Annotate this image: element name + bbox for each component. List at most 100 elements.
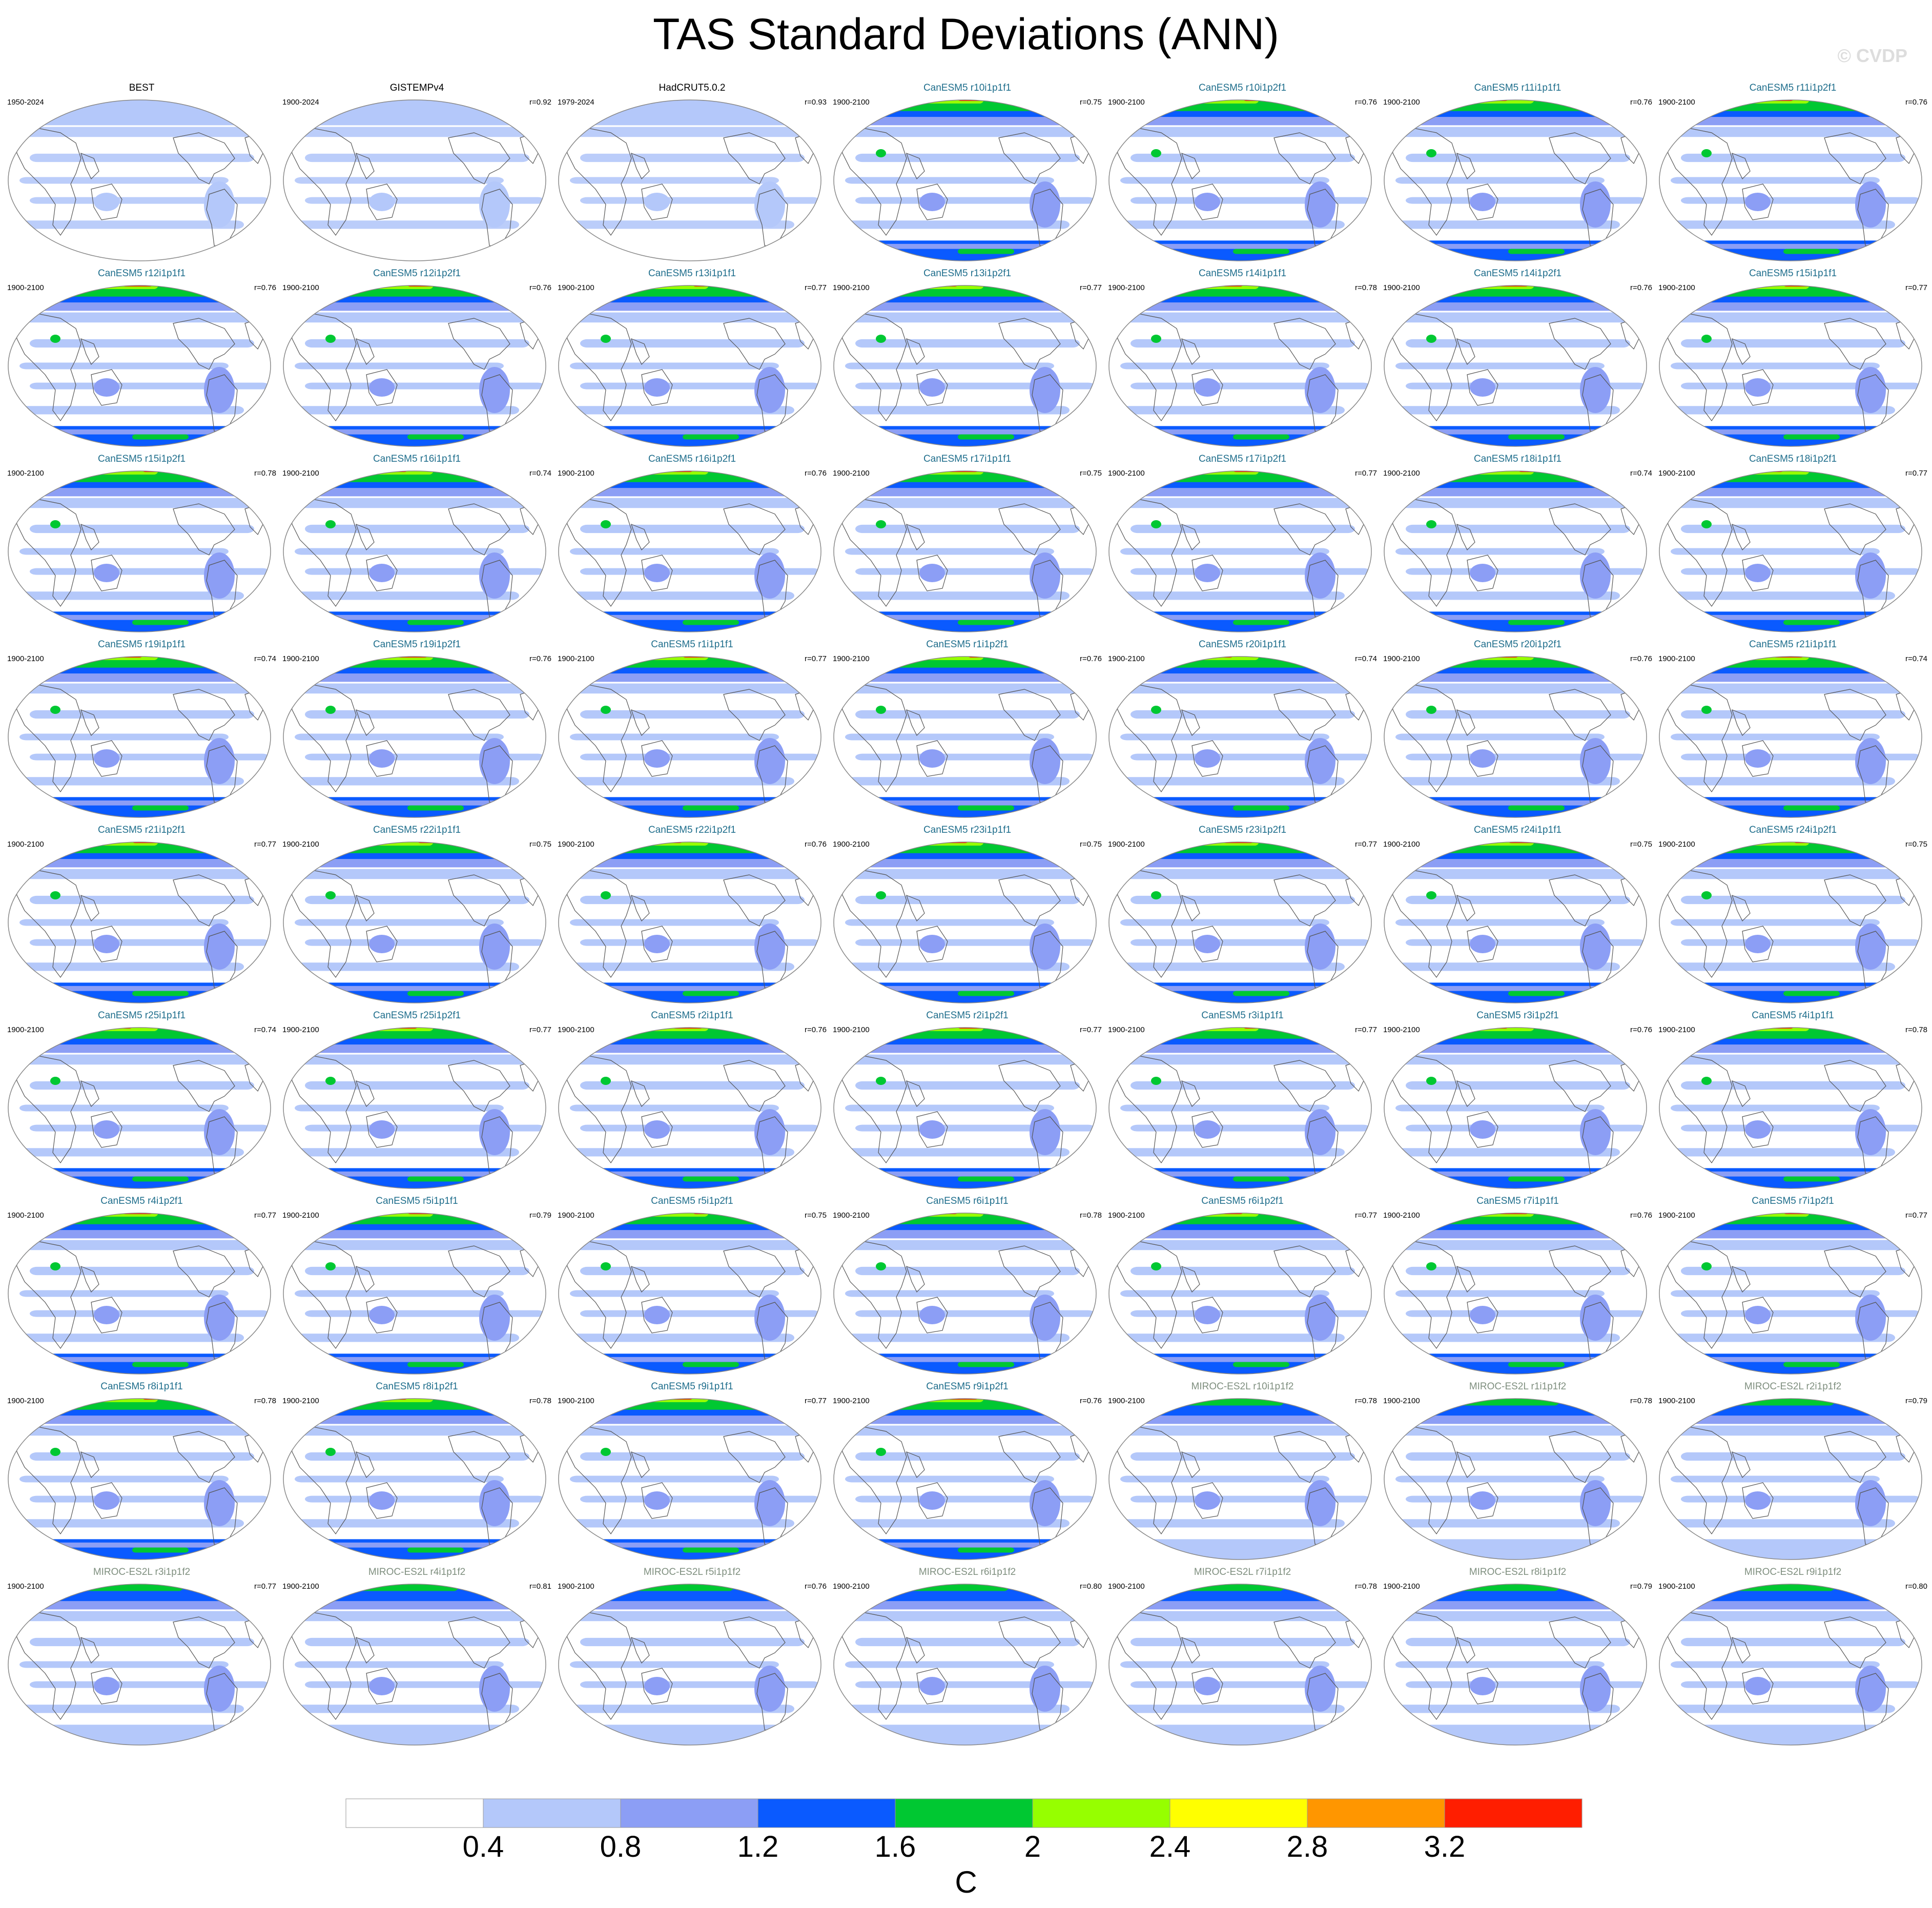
- robinson-map: [1659, 656, 1922, 818]
- map-panel: CanESM5 r22i1p2f1 1900-2100 r=0.76: [554, 822, 830, 1007]
- panel-period: 1900-2100: [558, 283, 594, 292]
- panel-title: CanESM5 r17i1p2f1: [1198, 454, 1287, 464]
- panel-pattern-correlation: r=0.77: [1355, 840, 1377, 849]
- panel-period: 1900-2100: [833, 469, 870, 478]
- robinson-map: [833, 1398, 1097, 1560]
- map-panel: CanESM5 r14i1p2f1 1900-2100 r=0.76: [1380, 265, 1655, 450]
- panel-pattern-correlation: r=0.76: [1630, 283, 1652, 292]
- panel-title: CanESM5 r10i1p2f1: [1198, 83, 1287, 93]
- panel-title: CanESM5 r16i1p1f1: [373, 454, 461, 464]
- map-panel: MIROC-ES2L r2i1p1f2 1900-2100 r=0.79: [1655, 1378, 1930, 1564]
- map-panel: CanESM5 r12i1p2f1 1900-2100 r=0.76: [279, 265, 554, 450]
- panel-period: 1900-2100: [282, 654, 319, 663]
- robinson-map: [283, 1398, 546, 1560]
- panel-period: 1900-2100: [1108, 98, 1145, 107]
- panel-title: CanESM5 r3i1p2f1: [1476, 1010, 1559, 1021]
- panel-period: 1900-2100: [833, 840, 870, 849]
- panel-title: CanESM5 r14i1p2f1: [1473, 268, 1562, 279]
- panel-pattern-correlation: r=0.78: [1630, 1397, 1652, 1405]
- map-panel: MIROC-ES2L r5i1p1f2 1900-2100 r=0.76: [554, 1564, 830, 1749]
- panel-pattern-correlation: r=0.76: [1630, 98, 1652, 107]
- panel-title: CanESM5 r22i1p1f1: [373, 825, 461, 835]
- panel-pattern-correlation: r=0.77: [1355, 1025, 1377, 1034]
- panel-title: CanESM5 r20i1p2f1: [1473, 639, 1562, 650]
- panel-period: 1900-2100: [1383, 1582, 1420, 1591]
- colorbar-tick-label: 1.6: [874, 1830, 916, 1863]
- panel-period: 1900-2100: [1658, 469, 1695, 478]
- panel-pattern-correlation: r=0.79: [1630, 1582, 1652, 1591]
- map-panel: MIROC-ES2L r1i1p1f2 1900-2100 r=0.78: [1380, 1378, 1655, 1564]
- robinson-map: [1108, 285, 1372, 447]
- robinson-map: [833, 99, 1097, 261]
- map-panel: CanESM5 r23i1p2f1 1900-2100 r=0.77: [1105, 822, 1380, 1007]
- panel-title: CanESM5 r18i1p1f1: [1473, 454, 1562, 464]
- map-panel: CanESM5 r3i1p1f1 1900-2100 r=0.77: [1105, 1007, 1380, 1193]
- robinson-map: [1384, 99, 1647, 261]
- panel-period: 1900-2100: [1383, 1397, 1420, 1405]
- map-panel: MIROC-ES2L r6i1p1f2 1900-2100 r=0.80: [830, 1564, 1105, 1749]
- panel-period: 1900-2100: [1108, 1025, 1145, 1034]
- panel-title: CanESM5 r8i1p2f1: [376, 1381, 458, 1392]
- panel-period: 1900-2100: [1108, 840, 1145, 849]
- map-panel: CanESM5 r25i1p1f1 1900-2100 r=0.74: [4, 1007, 279, 1193]
- map-panel: CanESM5 r5i1p1f1 1900-2100 r=0.79: [279, 1193, 554, 1378]
- panel-period: 1900-2100: [833, 283, 870, 292]
- panel-pattern-correlation: r=0.77: [254, 1582, 276, 1591]
- map-panel: CanESM5 r1i1p2f1 1900-2100 r=0.76: [830, 636, 1105, 822]
- panel-period: 1900-2100: [7, 1582, 44, 1591]
- robinson-map: [1108, 656, 1372, 818]
- panel-pattern-correlation: r=0.76: [529, 283, 551, 292]
- panel-period: 1900-2100: [7, 1025, 44, 1034]
- colorbar-box: [757, 1798, 896, 1828]
- panel-period: 1900-2100: [1108, 469, 1145, 478]
- map-panel: MIROC-ES2L r7i1p1f2 1900-2100 r=0.78: [1105, 1564, 1380, 1749]
- panel-title: CanESM5 r23i1p1f1: [923, 825, 1012, 835]
- panel-title: CanESM5 r20i1p1f1: [1198, 639, 1287, 650]
- panel-pattern-correlation: r=0.74: [529, 469, 551, 478]
- panel-title: CanESM5 r7i1p2f1: [1752, 1196, 1834, 1206]
- robinson-map: [1108, 470, 1372, 632]
- panel-period: 1900-2100: [1108, 1397, 1145, 1405]
- map-panel: CanESM5 r1i1p1f1 1900-2100 r=0.77: [554, 636, 830, 822]
- panel-pattern-correlation: r=0.77: [805, 1397, 827, 1405]
- map-panel: BEST 1950-2024: [4, 79, 279, 265]
- panel-title: CanESM5 r9i1p1f1: [651, 1381, 733, 1392]
- panel-title: CanESM5 r6i1p1f1: [926, 1196, 1009, 1206]
- panel-pattern-correlation: r=0.76: [1630, 1025, 1652, 1034]
- panel-period: 1900-2100: [7, 1211, 44, 1220]
- map-panel: CanESM5 r8i1p1f1 1900-2100 r=0.78: [4, 1378, 279, 1564]
- colorbar-tick-label: 3.2: [1424, 1830, 1466, 1863]
- panel-period: 1900-2100: [1383, 654, 1420, 663]
- panel-pattern-correlation: r=0.77: [1905, 283, 1927, 292]
- map-panel: CanESM5 r17i1p1f1 1900-2100 r=0.75: [830, 450, 1105, 636]
- panel-title: MIROC-ES2L r2i1p1f2: [1744, 1381, 1842, 1392]
- colorbar-tick-label: 0.4: [462, 1830, 504, 1863]
- panel-period: 1900-2100: [282, 1582, 319, 1591]
- panel-title: CanESM5 r3i1p1f1: [1201, 1010, 1284, 1021]
- panel-period: 1900-2100: [7, 1397, 44, 1405]
- robinson-map: [833, 470, 1097, 632]
- panel-period: 1900-2100: [1108, 1211, 1145, 1220]
- panel-period: 1900-2100: [1658, 98, 1695, 107]
- map-panel: CanESM5 r20i1p1f1 1900-2100 r=0.74: [1105, 636, 1380, 822]
- robinson-map: [283, 1027, 546, 1189]
- panel-title: CanESM5 r15i1p2f1: [97, 454, 186, 464]
- map-panel: CanESM5 r24i1p2f1 1900-2100 r=0.75: [1655, 822, 1930, 1007]
- robinson-map: [283, 285, 546, 447]
- robinson-map: [8, 1584, 271, 1746]
- map-panel: CanESM5 r18i1p1f1 1900-2100 r=0.74: [1380, 450, 1655, 636]
- panel-pattern-correlation: r=0.74: [1905, 654, 1927, 663]
- map-panel: MIROC-ES2L r4i1p1f2 1900-2100 r=0.81: [279, 1564, 554, 1749]
- panel-period: 1900-2100: [833, 98, 870, 107]
- robinson-map: [558, 285, 821, 447]
- panel-pattern-correlation: r=0.74: [254, 1025, 276, 1034]
- map-panel: CanESM5 r10i1p2f1 1900-2100 r=0.76: [1105, 79, 1380, 265]
- robinson-map: [1659, 1584, 1922, 1746]
- map-panel: CanESM5 r19i1p2f1 1900-2100 r=0.76: [279, 636, 554, 822]
- robinson-map: [1384, 1398, 1647, 1560]
- panel-pattern-correlation: r=0.75: [529, 840, 551, 849]
- panel-title: MIROC-ES2L r1i1p1f2: [1469, 1381, 1567, 1392]
- panel-pattern-correlation: r=0.76: [1630, 654, 1652, 663]
- map-panel: CanESM5 r17i1p2f1 1900-2100 r=0.77: [1105, 450, 1380, 636]
- panel-period: 1900-2100: [282, 1211, 319, 1220]
